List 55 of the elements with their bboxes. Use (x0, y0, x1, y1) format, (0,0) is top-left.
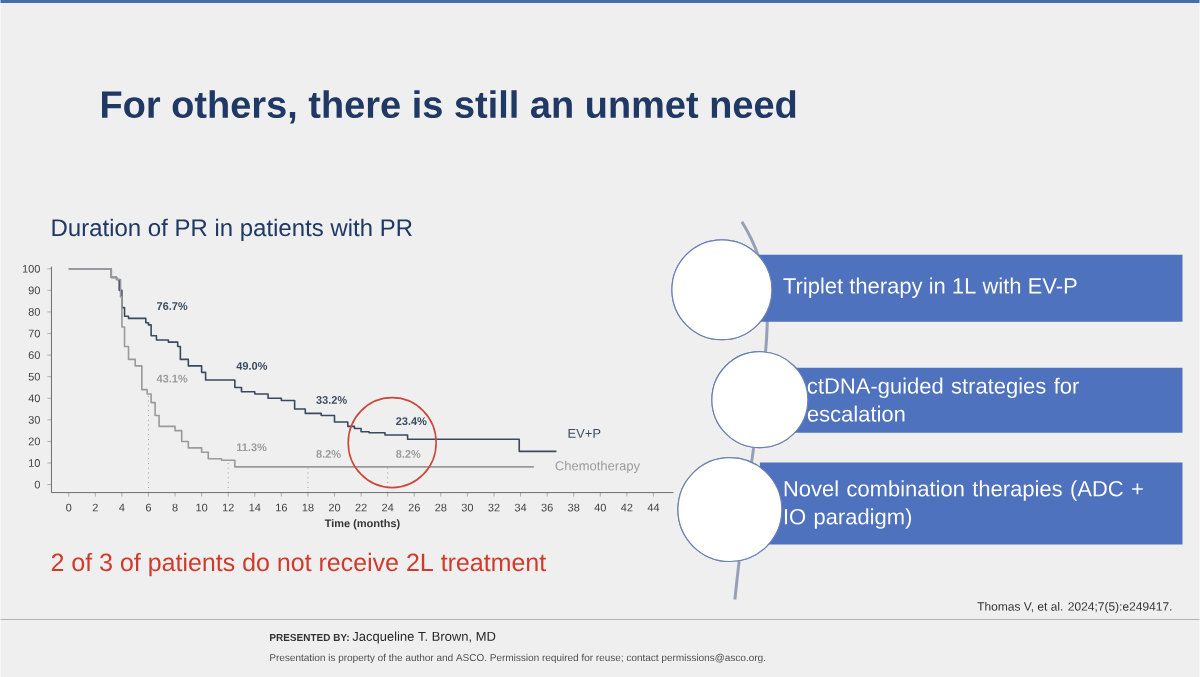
x-tick-label: 24 (382, 503, 394, 512)
series-label: EV+P (568, 428, 601, 438)
annotation: 43.1% (156, 374, 188, 383)
x-tick-label: 32 (488, 503, 500, 512)
x-tick-label: 8 (172, 503, 178, 512)
x-tick-label: 40 (594, 503, 606, 512)
y-tick-label: 20 (28, 437, 40, 446)
x-tick-label: 6 (145, 503, 152, 512)
x-tick-label: 34 (514, 503, 527, 512)
annotation: 23.4% (396, 417, 427, 425)
y-tick-label: 40 (28, 394, 40, 402)
y-tick-label: 100 (22, 264, 40, 273)
y-tick-label: 0 (34, 480, 40, 489)
y-tick-label: 80 (28, 307, 40, 316)
text: Presentation is property of the author and ASCO. Permission required for reuse; contact permissions@asco.org. (270, 653, 766, 663)
y-tick-label: 90 (28, 286, 40, 295)
x-tick-label: 0 (66, 503, 72, 512)
x-tick-label: 20 (328, 503, 341, 512)
x-tick-label: 12 (222, 503, 234, 512)
y-tick-label: 60 (28, 351, 40, 359)
x-tick-label: 22 (355, 503, 367, 512)
x-tick-label: 2 (92, 503, 98, 512)
text: Triplet therapy in 1L with EV-P (783, 277, 1077, 298)
annotation: 49.0% (236, 361, 268, 370)
chart-title: For others, there is still an unmet need (102, 90, 796, 124)
text: ctDNA-guided strategies for escalation (807, 377, 1079, 422)
text: 2 of 3 of patients do not receive 2L treatment (51, 552, 547, 576)
x-tick-label: 16 (276, 503, 287, 512)
y-tick-label: 70 (28, 329, 40, 338)
annotation: 11.3% (236, 443, 267, 451)
annotation: 8.2% (396, 449, 421, 458)
x-tick-label: 18 (302, 503, 314, 512)
x-tick-label: 4 (119, 503, 125, 511)
annotation: 76.7% (157, 302, 188, 310)
y-tick-label: 10 (29, 458, 40, 467)
x-tick-label: 36 (541, 503, 553, 512)
x-tick-label: 14 (249, 503, 261, 511)
x-tick-label: 30 (461, 503, 474, 512)
text: Novel combination therapies (ADC + IO paradigm) (784, 480, 1143, 529)
x-tick-label: 44 (647, 503, 660, 511)
chart-subtitle: Duration of PR in patients with PR (52, 218, 412, 241)
text: Thomas V, et al. 2024;7(5):e249417. (977, 601, 1172, 613)
x-tick-label: 26 (408, 503, 420, 512)
text: PRESENTED BY: (270, 633, 349, 641)
x-tick-label: 42 (621, 503, 633, 512)
annotation: 8.2% (316, 449, 341, 458)
y-tick-label: 50 (28, 372, 40, 381)
annotation: 33.2% (316, 395, 347, 404)
x-tick-label: 38 (568, 503, 580, 512)
x-tick-label: 10 (196, 503, 208, 512)
series-label: Chemotherapy (555, 460, 641, 473)
y-tick-label: 30 (28, 415, 40, 424)
x-tick-label: 28 (435, 503, 447, 512)
x-axis-title: Time (months) (324, 518, 400, 530)
text: Jacqueline T. Brown, MD (352, 631, 496, 644)
